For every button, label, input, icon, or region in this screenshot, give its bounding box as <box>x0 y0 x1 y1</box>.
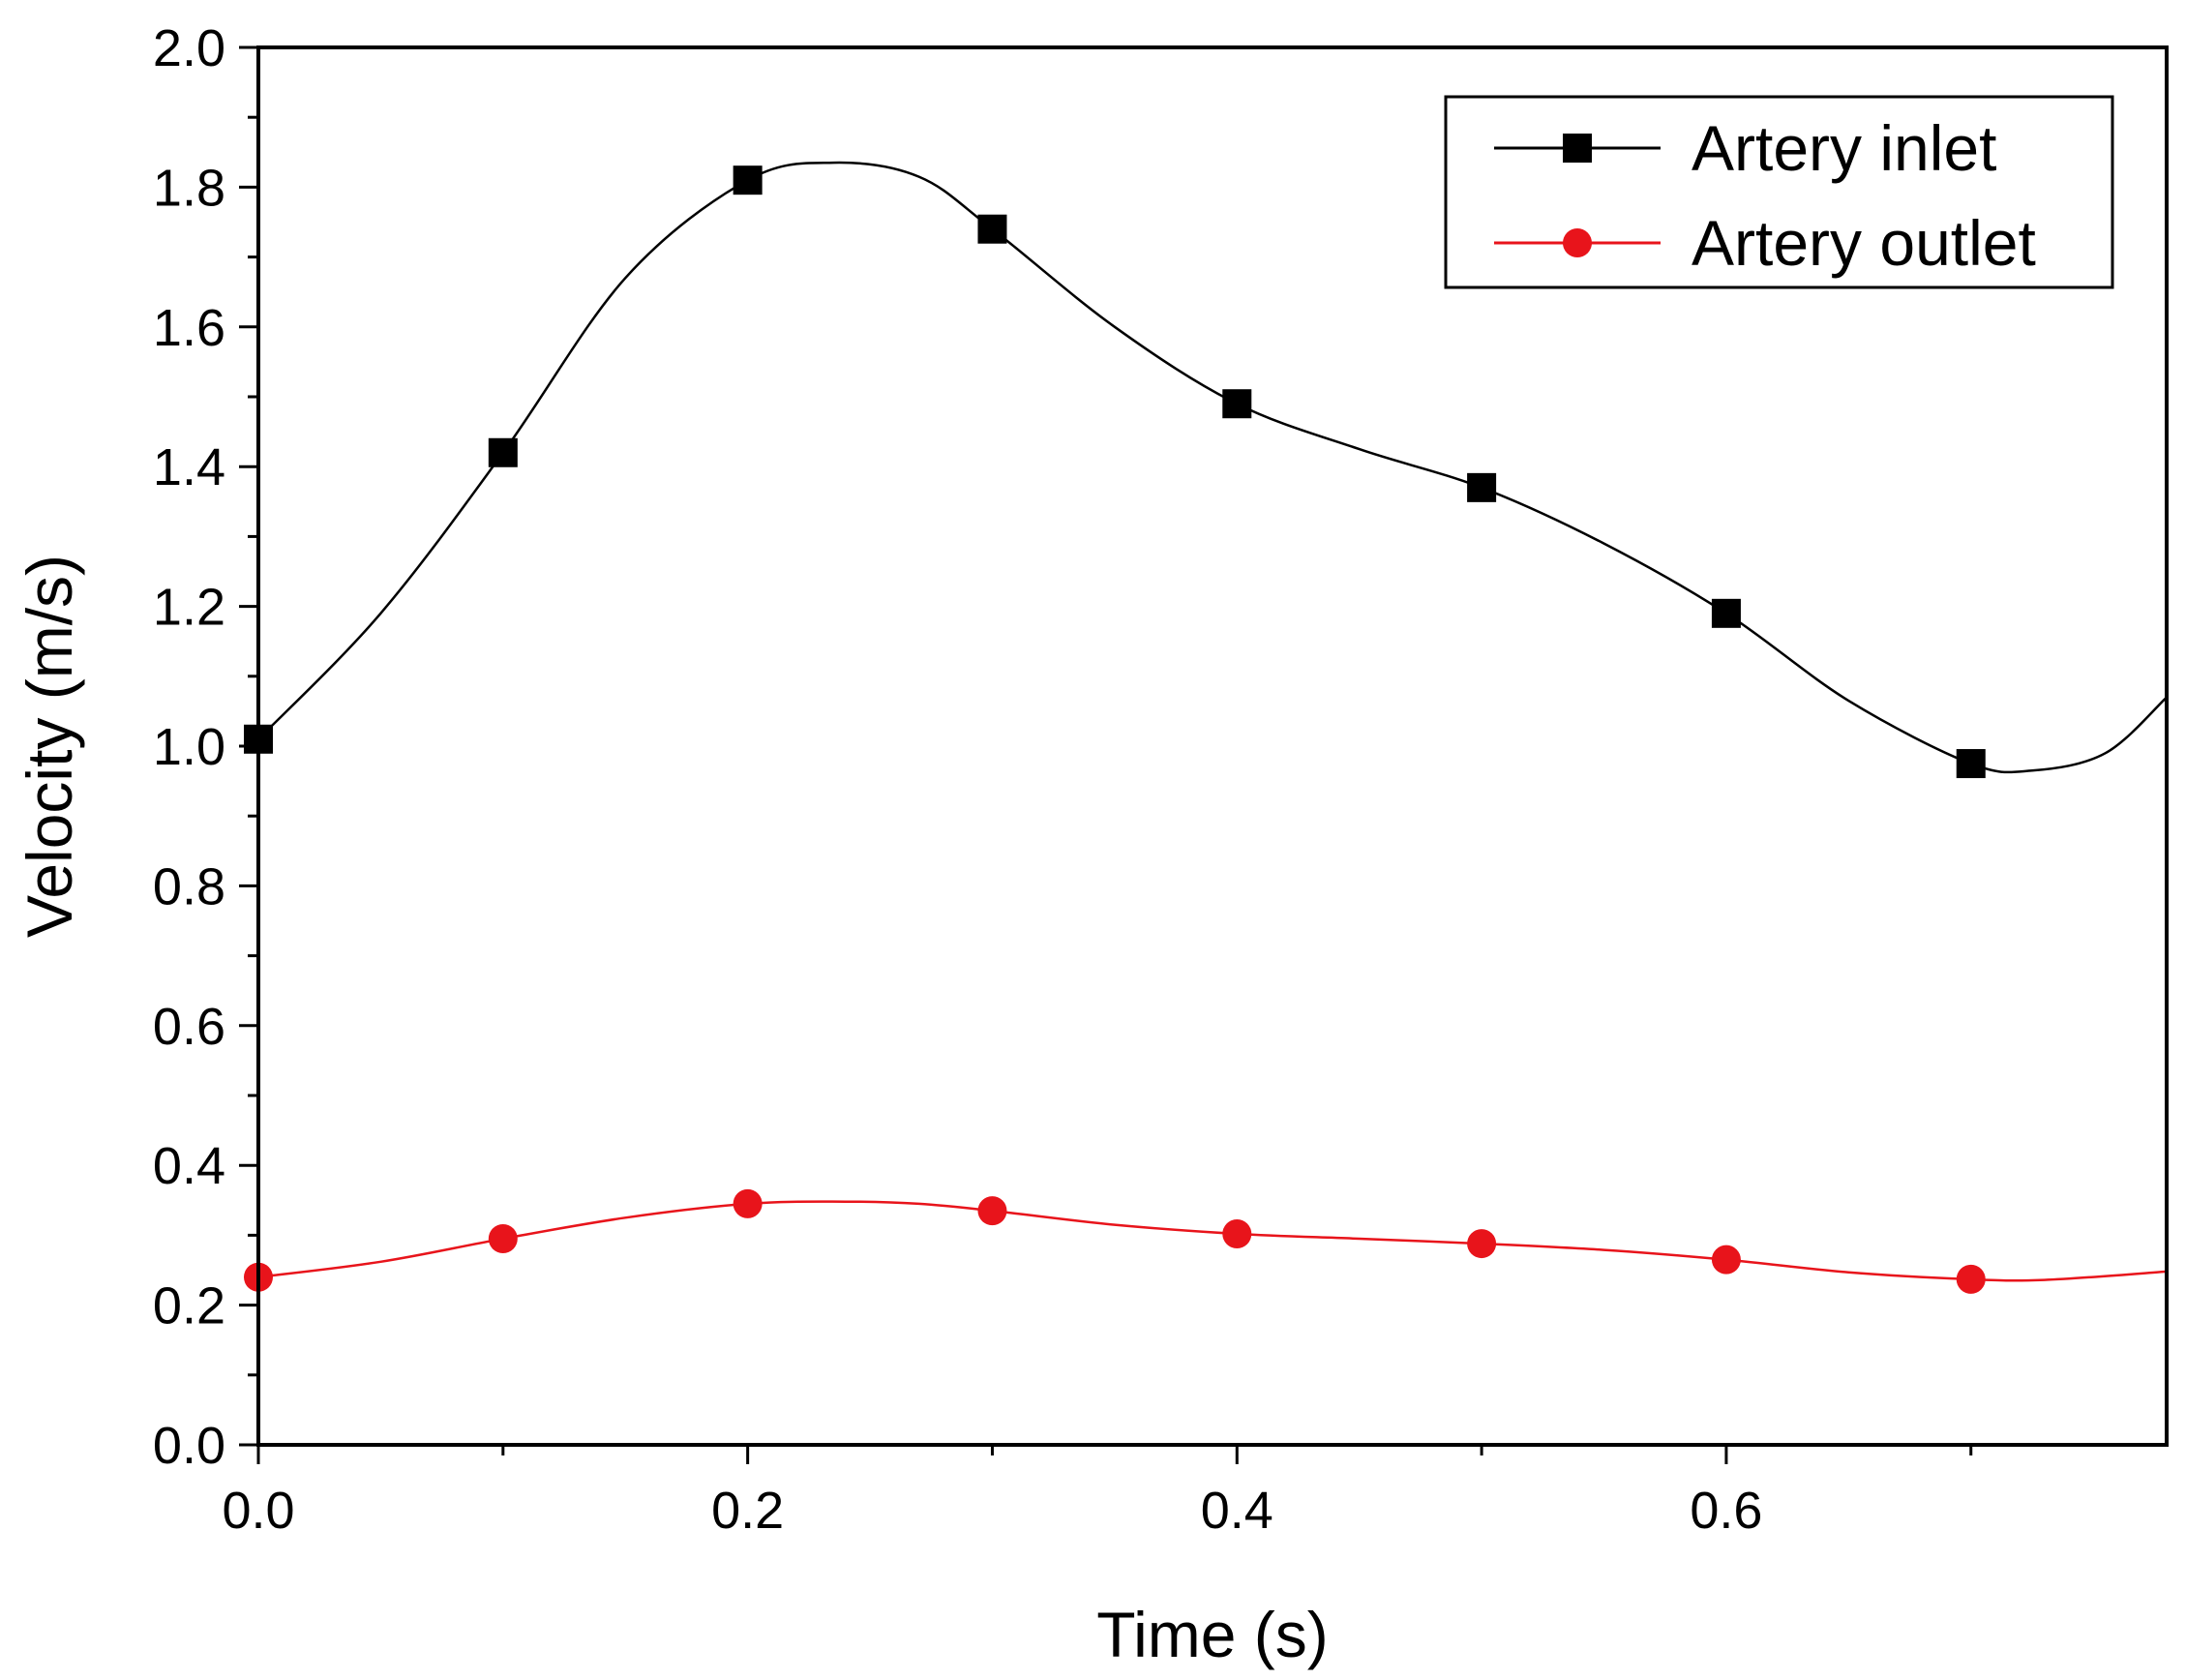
artery-inlet-point <box>733 165 763 195</box>
x-tick-label: 0.2 <box>711 1482 784 1540</box>
artery-outlet-point <box>1222 1218 1252 1248</box>
artery-inlet-point <box>1711 598 1741 628</box>
artery-outlet-point <box>488 1224 518 1254</box>
y-tick-label: 1.2 <box>153 579 225 637</box>
curves-layer <box>258 161 2167 1282</box>
y-tick-label: 1.8 <box>153 159 225 217</box>
y-tick-label: 0.8 <box>153 857 225 915</box>
artery-inlet-point <box>1956 749 1986 779</box>
markers-layer <box>244 165 1986 1294</box>
legend-artery-outlet-marker <box>1563 228 1592 257</box>
y-tick-label: 0.6 <box>153 998 225 1056</box>
y-tick-label: 1.6 <box>153 299 225 357</box>
y-axis-title: Velocity (m/s) <box>14 555 85 938</box>
x-tick-label: 0.6 <box>1690 1482 1762 1540</box>
artery-outlet-point <box>733 1188 763 1218</box>
legend-artery-inlet-label: Artery inlet <box>1692 112 1996 184</box>
y-tick-label: 0.0 <box>153 1417 225 1475</box>
x-tick-label: 0.0 <box>222 1482 294 1540</box>
x-axis-title: Time (s) <box>1096 1599 1329 1670</box>
artery-outlet-point <box>977 1196 1007 1226</box>
artery-outlet-point <box>1956 1264 1986 1294</box>
y-tick-label: 1.4 <box>153 438 225 496</box>
tick-labels-layer: 0.0 0.2 0.4 0.6 0.8 1.0 1.2 1.4 1.6 1.8 2.0 0.0 0.2 0… <box>153 19 1763 1540</box>
y-tick-label: 2.0 <box>153 19 225 77</box>
y-tick-label: 0.4 <box>153 1137 225 1195</box>
x-tick-label: 0.4 <box>1201 1482 1273 1540</box>
legend-box <box>1444 95 2114 289</box>
artery-inlet-line <box>258 161 2167 774</box>
artery-inlet-point <box>977 214 1007 244</box>
artery-inlet-point <box>1467 472 1497 502</box>
y-tick-label: 1.0 <box>153 718 225 776</box>
artery-inlet-point <box>1222 389 1252 419</box>
legend: Artery inlet Artery outlet <box>1444 95 2114 289</box>
artery-outlet-point <box>1711 1245 1741 1275</box>
plot-frame <box>256 45 2169 1447</box>
legend-artery-outlet-label: Artery outlet <box>1692 207 2036 279</box>
legend-artery-inlet-marker <box>1563 134 1592 163</box>
artery-outlet-line <box>258 1200 2167 1282</box>
artery-outlet-point <box>1467 1229 1497 1259</box>
y-tick-label: 0.2 <box>153 1277 225 1335</box>
legend-items: Artery inlet Artery outlet <box>1494 112 2036 279</box>
artery-inlet-point <box>488 437 518 467</box>
